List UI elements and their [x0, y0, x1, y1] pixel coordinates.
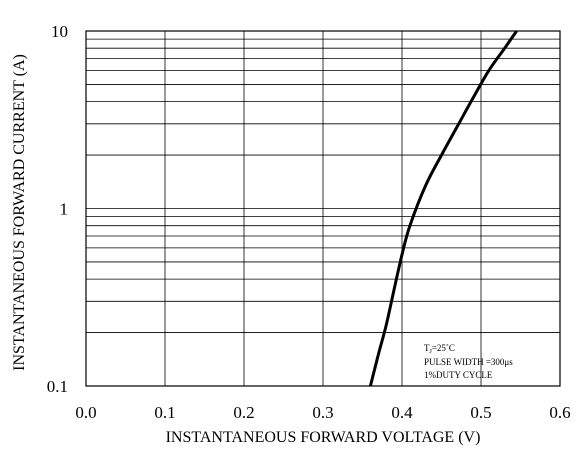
plot-area-frame: [85, 30, 561, 387]
test-conditions-note: TJ=25˚C PULSE WIDTH =300μs 1%DUTY CYCLE: [424, 343, 513, 380]
data-point: [487, 69, 490, 72]
series-line: [368, 30, 518, 387]
y-tick-label: 0.1: [47, 377, 68, 396]
x-tick-labels: 0.0 0.1 0.2 0.3 0.4 0.5 0.6: [75, 403, 570, 422]
note-temperature-subscript: J: [430, 349, 433, 355]
x-tick-label: 0.5: [470, 403, 491, 422]
x-tick-label: 0.0: [75, 403, 96, 422]
grid: [86, 31, 560, 386]
data-point: [401, 253, 404, 256]
data-point: [408, 224, 411, 227]
x-tick-label: 0.1: [154, 403, 175, 422]
note-temperature-t: T: [424, 343, 430, 353]
data-point: [385, 324, 388, 327]
data-point: [503, 47, 506, 50]
x-tick-label: 0.2: [233, 403, 254, 422]
x-tick-label: 0.4: [391, 403, 413, 422]
y-tick-label: 10: [51, 22, 68, 41]
x-tick-label: 0.6: [549, 403, 570, 422]
note-temperature-value: =25˚C: [432, 343, 455, 353]
data-point: [440, 154, 443, 157]
x-tick-label: 0.3: [312, 403, 333, 422]
data-point: [472, 96, 475, 99]
data-point: [393, 288, 396, 291]
x-axis-title: INSTANTANEOUS FORWARD VOLTAGE (V): [166, 429, 481, 446]
data-point: [424, 184, 427, 187]
note-temperature: TJ=25˚C: [424, 343, 455, 355]
data-point: [456, 125, 459, 128]
y-axis-title: INSTANTANEOUS FORWARD CURRENT (A): [11, 54, 28, 371]
data-point: [515, 30, 518, 33]
note-duty-cycle: 1%DUTY CYCLE: [424, 370, 493, 380]
y-tick-label: 1: [60, 200, 69, 219]
data-point: [377, 353, 380, 356]
y-tick-labels: 0.1 1 10: [47, 22, 68, 396]
data-point: [369, 385, 372, 388]
note-pulse-width: PULSE WIDTH =300μs: [424, 357, 513, 367]
